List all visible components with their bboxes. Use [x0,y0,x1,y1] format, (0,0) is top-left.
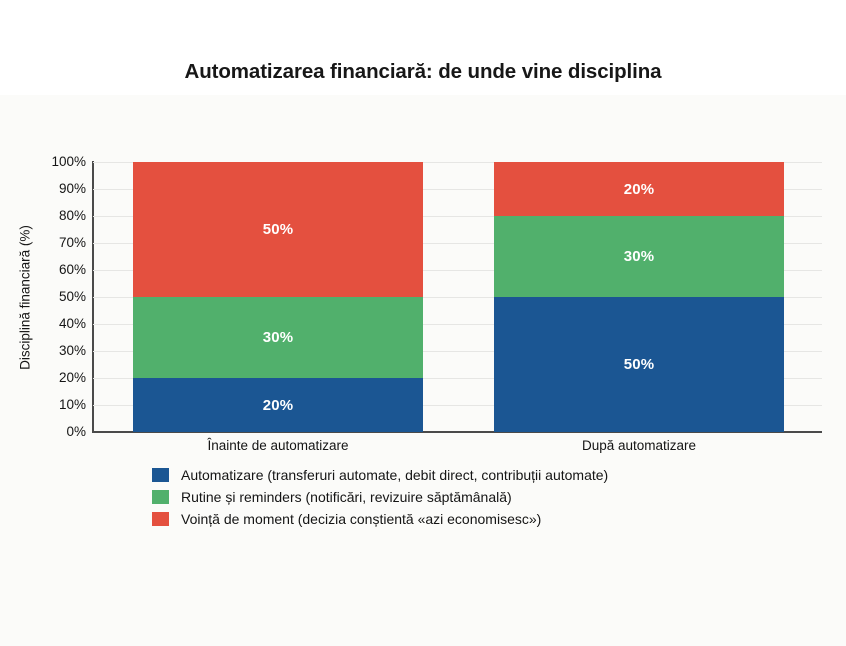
bar-segment-value-label: 20% [262,396,294,414]
gridline [93,324,822,325]
gridline [93,405,822,406]
gridline [93,243,822,244]
y-axis-tick-label: 70% [58,235,86,250]
y-axis-tick-label: 0% [66,424,86,439]
gridline [93,378,822,379]
legend-item-label: Rutine și reminders (notificări, revizui… [181,488,512,505]
chart-legend: Automatizare (transferuri automate, debi… [152,464,772,530]
stacked-bar[interactable]: 20% 30% 50% [133,162,423,432]
y-axis-tick-label: 10% [58,397,86,412]
y-axis-tick-label: 90% [58,181,86,196]
y-axis-tick-label: 40% [58,316,86,331]
legend-item-label: Voință de moment (decizia conștientă «az… [181,510,542,527]
bar-segment-value-label: 20% [623,180,655,198]
bar-segment[interactable]: 50% [494,297,784,432]
plot-area: 20% 30% 50% 50% 30% 20% [93,162,822,432]
bar-segment-value-label: 30% [262,329,294,346]
gridline [93,270,822,271]
bar-segment[interactable]: 20% [133,378,423,432]
y-axis-tick-label: 60% [58,262,86,277]
legend-color-swatch [152,511,169,526]
x-axis-tick-label: Înainte de automatizare [207,438,349,453]
chart-title: Automatizarea financiară: de unde vine d… [184,60,662,83]
legend-item[interactable]: Rutine și reminders (notificări, revizui… [152,486,772,507]
bar-segment[interactable]: 30% [494,216,784,297]
x-axis-spine [92,431,822,433]
legend-item[interactable]: Automatizare (transferuri automate, debi… [152,464,772,485]
legend-color-swatch [152,489,169,504]
gridline [93,216,822,217]
y-axis-tick-label: 30% [58,343,86,358]
gridline [93,297,822,298]
legend-item-label: Automatizare (transferuri automate, debi… [181,466,609,483]
bar-segment-value-label: 30% [623,248,655,265]
stacked-bar[interactable]: 50% 30% 20% [494,162,784,432]
y-axis-tick-labels: 100% 90% 80% 70% 60% 50% 40% 30% 20% 10% 0% [0,0,86,646]
gridline [93,189,822,190]
gridline [93,162,822,163]
legend-color-swatch [152,467,169,482]
y-axis-tick-label: 100% [51,154,86,169]
x-axis-tick-label: După automatizare [581,438,697,453]
bar-segment-value-label: 50% [262,221,294,238]
bar-segment-value-label: 50% [623,356,655,373]
bar-segment[interactable]: 50% [133,162,423,297]
y-axis-tick-label: 20% [58,370,86,385]
y-axis-tick-label: 80% [58,208,86,223]
legend-item[interactable]: Voință de moment (decizia conștientă «az… [152,508,772,529]
bar-segment[interactable]: 20% [494,162,784,216]
y-axis-tick-label: 50% [58,289,86,304]
bar-segment[interactable]: 30% [133,297,423,378]
gridline [93,351,822,352]
y-axis-title: Disciplină financiară (%) [17,225,33,370]
